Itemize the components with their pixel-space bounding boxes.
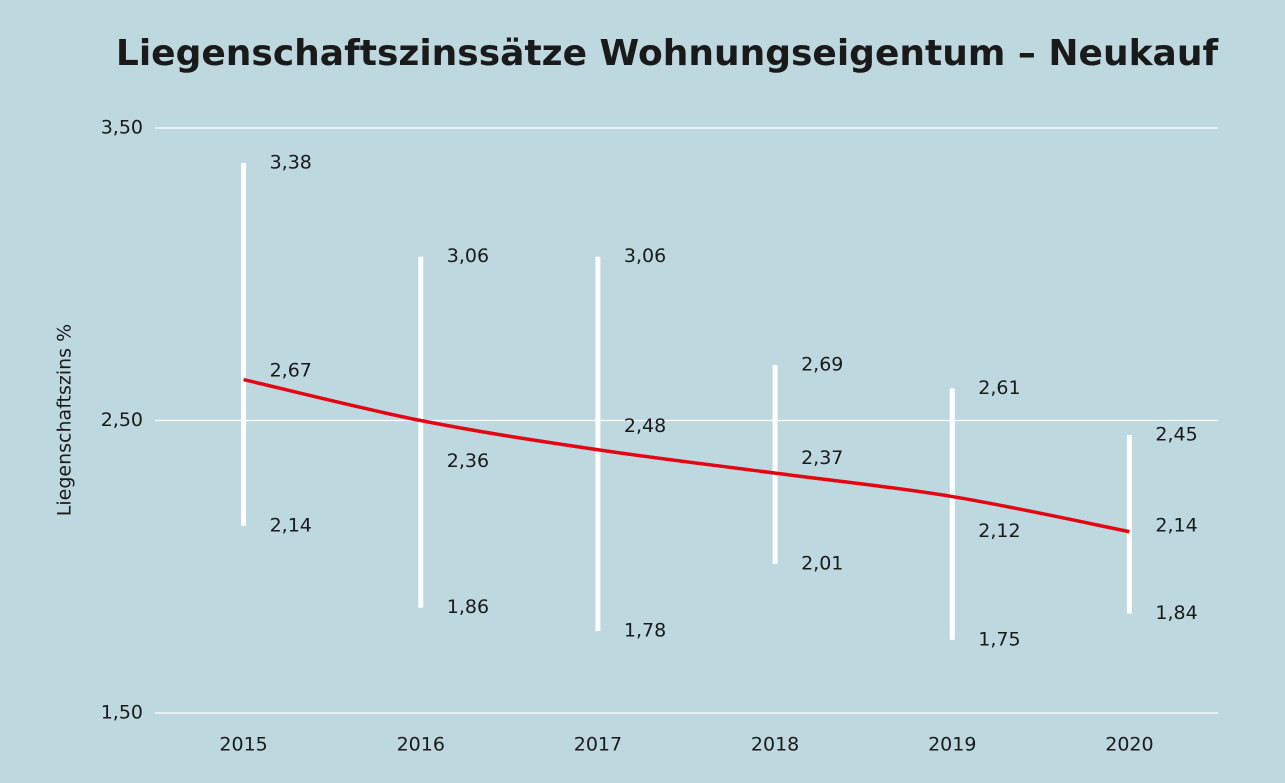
chart-title: Liegenschaftszinssätze Wohnungseigentum … xyxy=(116,33,1219,74)
data-label: 2,01 xyxy=(801,552,843,574)
data-label: 2,12 xyxy=(978,520,1020,542)
data-label: 2,69 xyxy=(801,353,843,375)
data-label: 3,38 xyxy=(270,152,312,174)
y-tick-label: 2,50 xyxy=(101,409,143,431)
data-label: 2,45 xyxy=(1155,424,1197,446)
range-bar xyxy=(949,388,955,640)
data-label: 2,37 xyxy=(801,447,843,469)
data-label: 2,14 xyxy=(270,514,312,536)
data-label: 2,14 xyxy=(1155,514,1197,536)
range-bar xyxy=(1126,435,1132,614)
range-bar xyxy=(772,364,778,564)
y-tick-label: 1,50 xyxy=(101,702,143,724)
x-tick-label: 2020 xyxy=(1105,734,1153,756)
range-bar xyxy=(241,163,247,526)
data-label: 1,84 xyxy=(1155,602,1197,624)
x-tick-label: 2019 xyxy=(928,734,976,756)
x-tick-label: 2017 xyxy=(574,734,622,756)
trend-line xyxy=(243,377,1130,534)
data-label: 3,06 xyxy=(624,245,666,267)
data-label: 2,67 xyxy=(270,359,312,381)
range-bar xyxy=(418,256,424,608)
data-label: 1,86 xyxy=(447,596,489,618)
range-bar xyxy=(595,256,601,632)
x-tick-label: 2018 xyxy=(751,734,799,756)
x-tick-label: 2016 xyxy=(397,734,445,756)
data-label: 2,36 xyxy=(447,450,489,472)
data-label: 1,78 xyxy=(624,620,666,642)
data-label: 3,06 xyxy=(447,245,489,267)
data-label: 2,61 xyxy=(978,377,1020,399)
x-tick-label: 2015 xyxy=(219,734,267,756)
data-label: 2,48 xyxy=(624,415,666,437)
data-label: 1,75 xyxy=(978,628,1020,650)
y-tick-label: 3,50 xyxy=(101,117,143,139)
y-axis-label: Liegenschaftszins % xyxy=(54,324,76,516)
